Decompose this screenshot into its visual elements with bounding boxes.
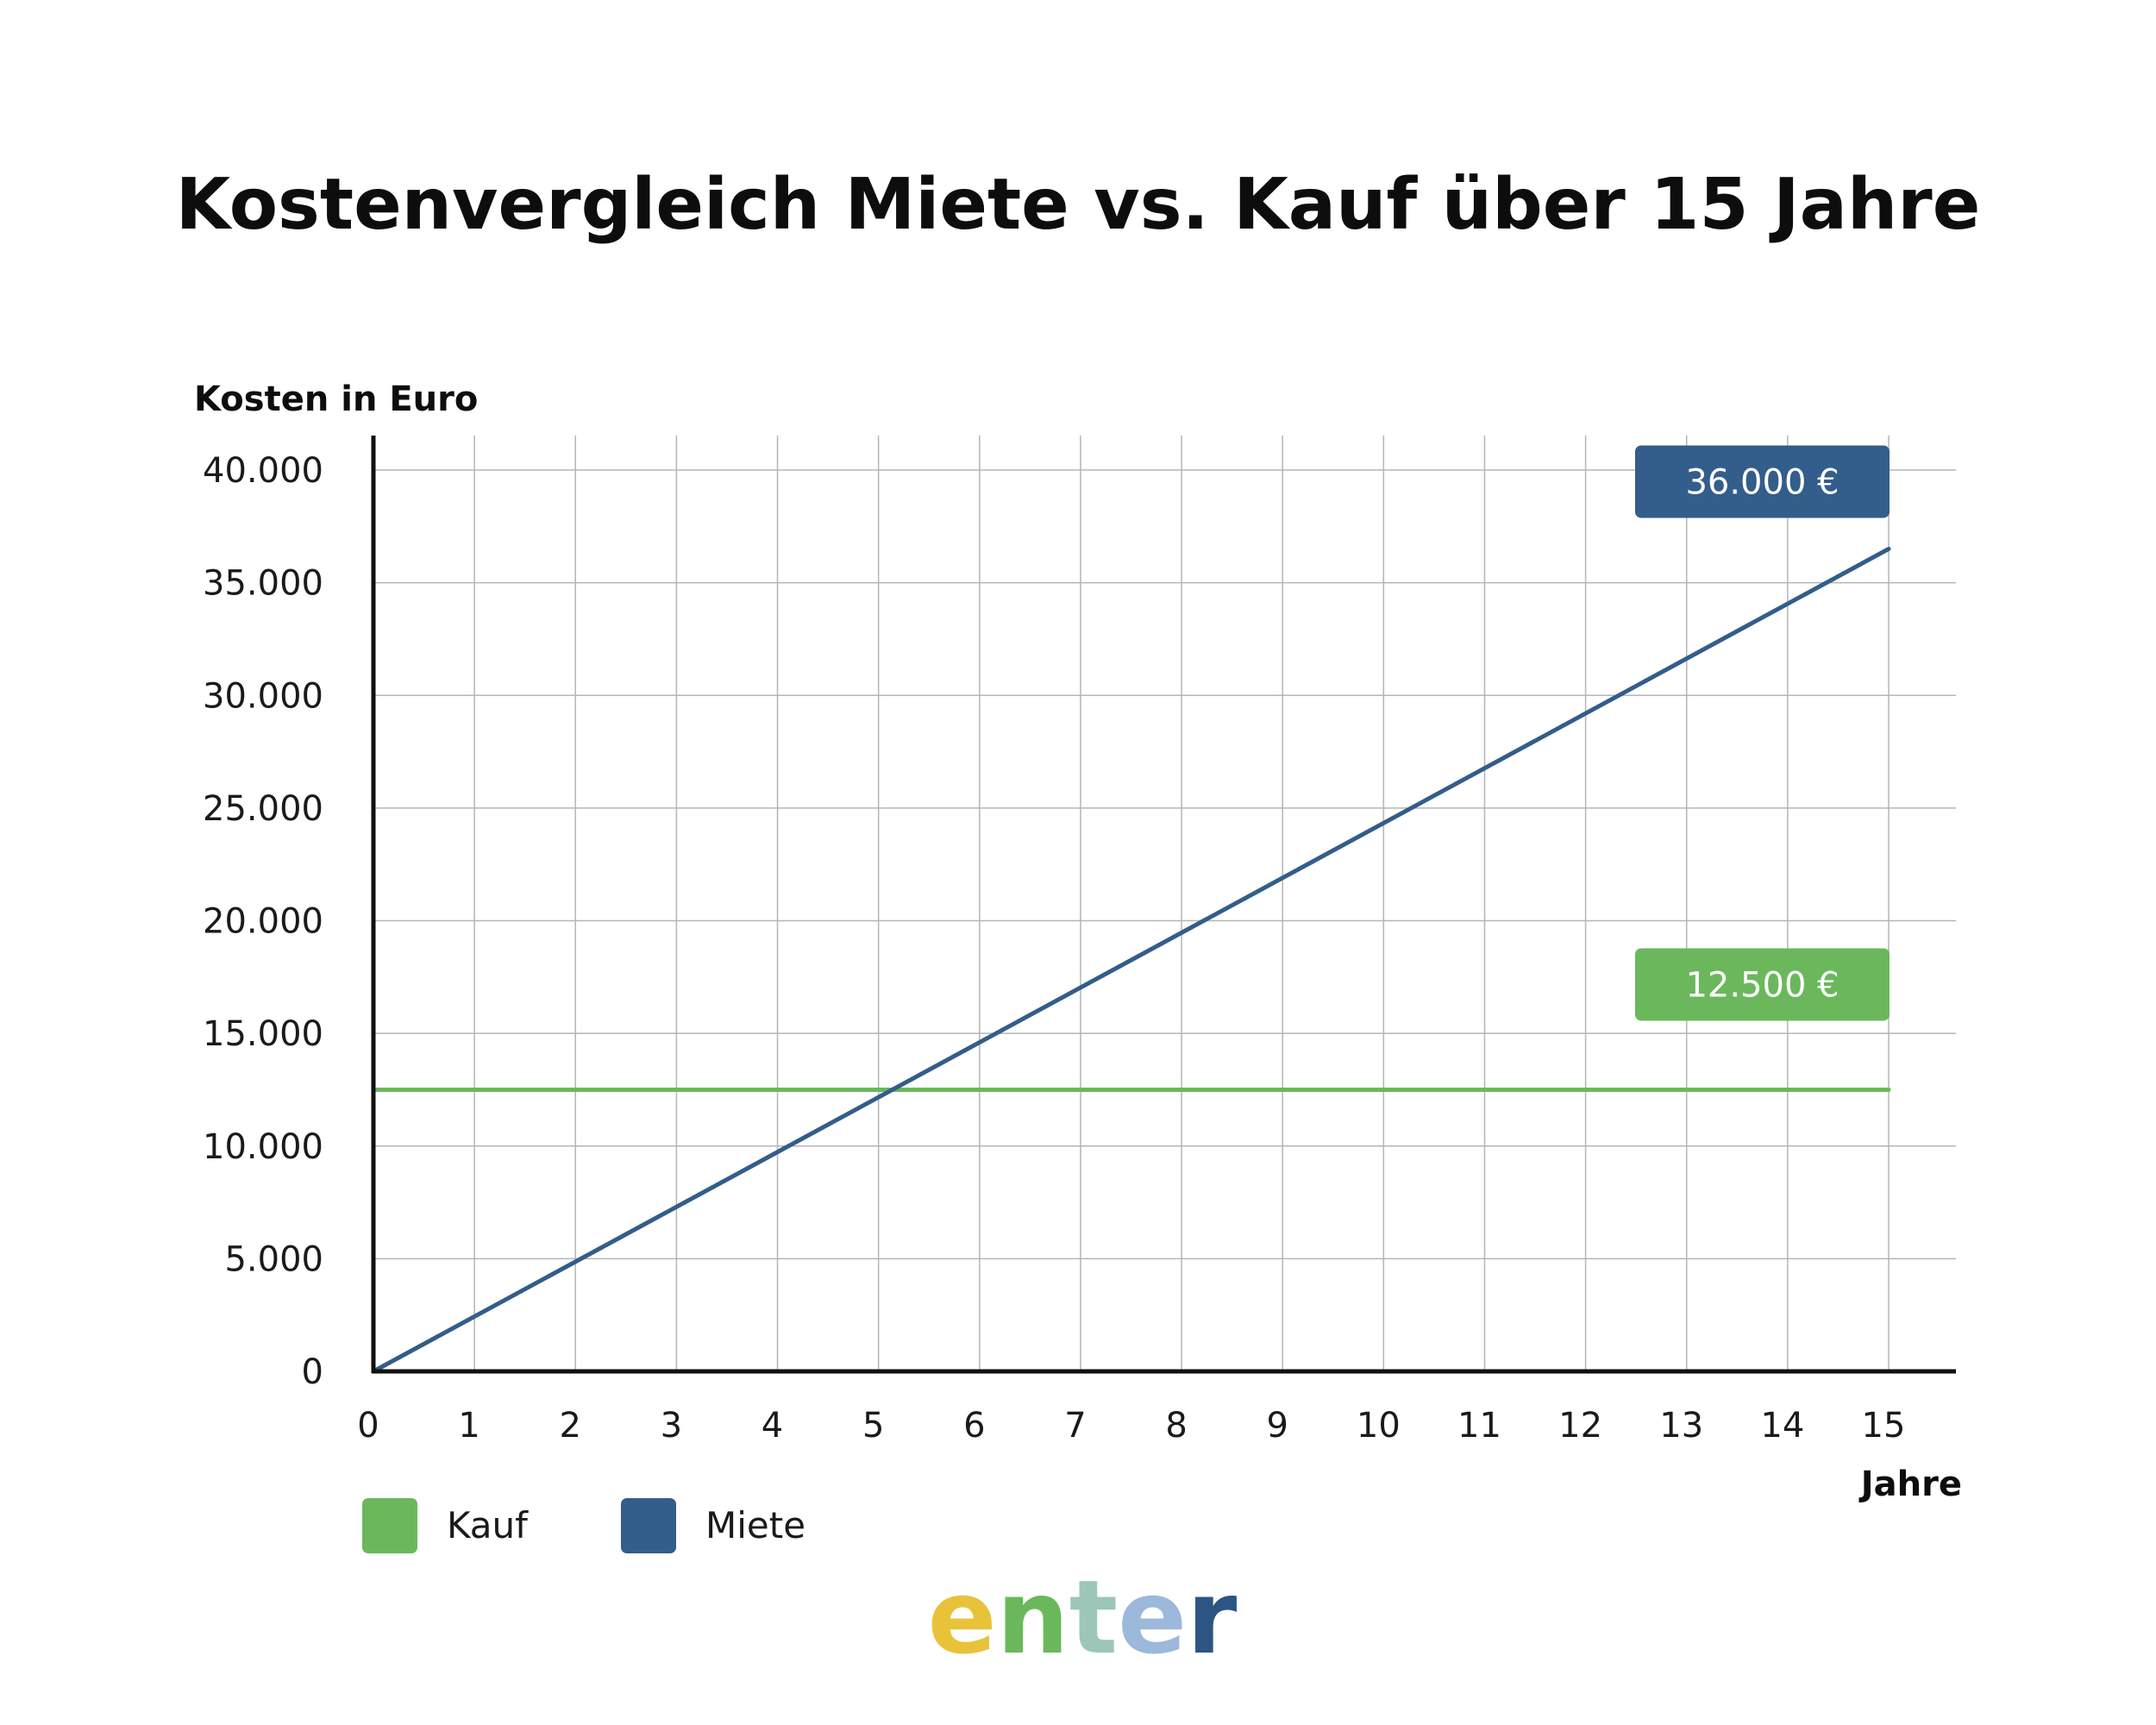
legend: Kauf Miete [362, 1498, 805, 1553]
logo-letter: e [928, 1558, 997, 1677]
y-tick-label: 20.000 [203, 902, 323, 942]
y-tick-label: 35.000 [203, 564, 323, 604]
logo-letter: t [1069, 1558, 1118, 1677]
y-tick-label: 40.000 [203, 451, 323, 491]
series-line-miete [371, 546, 1891, 1374]
logo-letter: n [997, 1558, 1069, 1677]
x-tick-label: 12 [1558, 1406, 1602, 1446]
y-tick-label: 30.000 [203, 676, 323, 716]
x-tick-label: 4 [761, 1406, 783, 1446]
x-tick-label: 9 [1266, 1406, 1288, 1446]
y-tick-label: 15.000 [203, 1014, 323, 1054]
legend-swatch [621, 1498, 676, 1553]
end-label-text: 12.500 € [1685, 965, 1839, 1005]
logo-letter: r [1187, 1558, 1237, 1677]
end-label-kauf: 12.500 € [1635, 948, 1890, 1021]
logo-letter: e [1118, 1558, 1187, 1677]
legend-item-kauf: Kauf [362, 1498, 529, 1553]
x-tick-label: 14 [1760, 1406, 1804, 1446]
series-lines [371, 546, 1891, 1374]
x-tick-label: 1 [458, 1406, 479, 1446]
y-tick-label: 25.000 [203, 789, 323, 829]
legend-swatch [362, 1498, 417, 1553]
legend-item-miete: Miete [621, 1498, 805, 1553]
x-axis-ticks: 0 1 2 3 4 5 6 7 8 9 10 11 12 13 14 15 [357, 1406, 1905, 1446]
end-labels: 12.500 € 36.000 € [1635, 445, 1890, 1021]
x-tick-label: 10 [1357, 1406, 1401, 1446]
x-tick-label: 7 [1064, 1406, 1086, 1446]
y-tick-label: 5.000 [224, 1239, 323, 1279]
end-label-box [1635, 948, 1890, 1021]
x-tick-label: 5 [862, 1406, 884, 1446]
y-tick-label: 0 [302, 1352, 323, 1392]
grid [373, 436, 1956, 1371]
legend-label: Kauf [447, 1504, 529, 1546]
x-tick-label: 2 [560, 1406, 581, 1446]
axes [371, 436, 1956, 1374]
end-label-miete: 36.000 € [1635, 445, 1890, 518]
x-tick-label: 0 [357, 1406, 379, 1446]
x-tick-label: 8 [1165, 1406, 1187, 1446]
chart-title: Kostenvergleich Miete vs. Kauf über 15 J… [176, 164, 1981, 246]
end-label-text: 36.000 € [1685, 462, 1839, 502]
x-axis-label: Jahre [1858, 1465, 1962, 1504]
x-tick-label: 6 [963, 1406, 985, 1446]
enter-logo: enter [928, 1558, 1238, 1677]
end-label-box [1635, 445, 1890, 518]
x-tick-label: 11 [1457, 1406, 1501, 1446]
legend-label: Miete [705, 1504, 805, 1546]
x-tick-label: 3 [661, 1406, 682, 1446]
y-axis-ticks: 0 5.000 10.000 15.000 20.000 25.000 30.000 35.0… [203, 451, 323, 1392]
x-tick-label: 15 [1862, 1406, 1906, 1446]
y-tick-label: 10.000 [203, 1127, 323, 1167]
y-axis-label: Kosten in Euro [194, 380, 478, 419]
x-tick-label: 13 [1659, 1406, 1703, 1446]
